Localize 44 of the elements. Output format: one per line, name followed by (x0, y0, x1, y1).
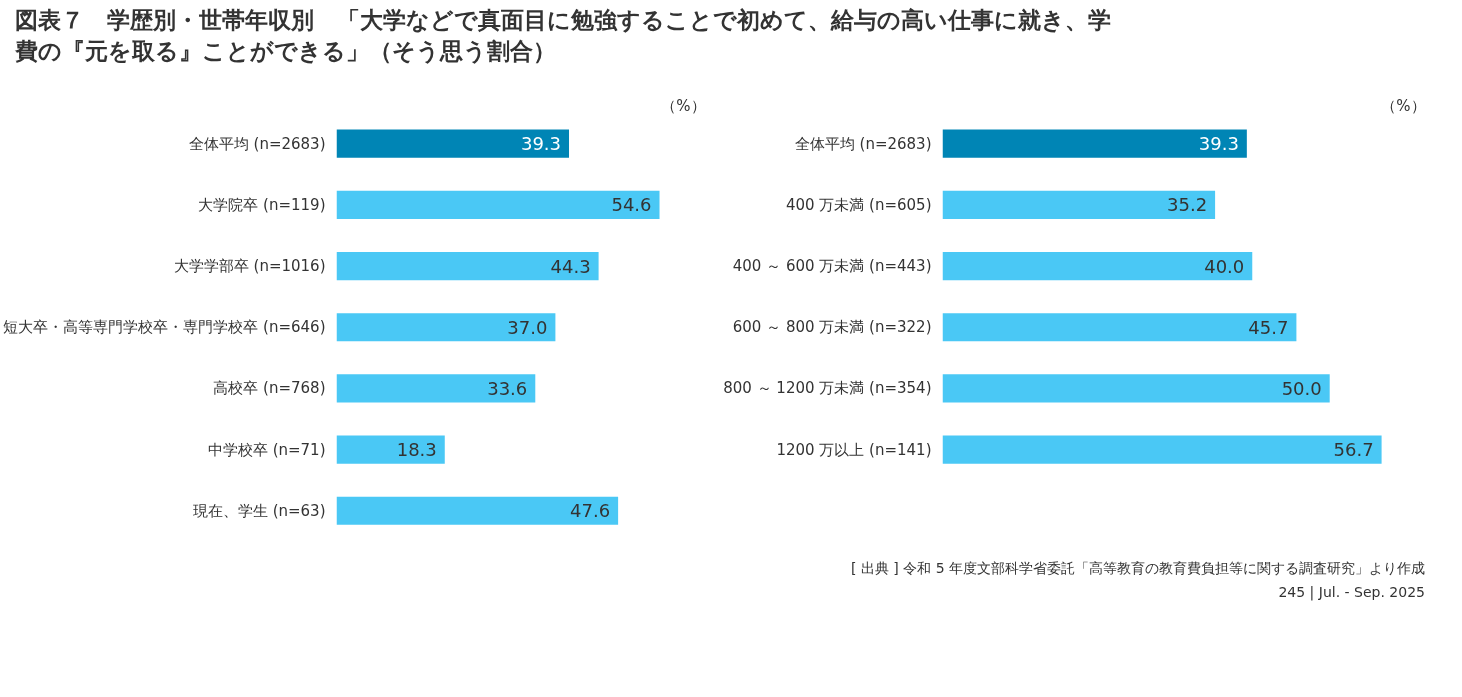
data-label: 18.3 (396, 439, 437, 461)
text: 245 | Jul. - Sep. 2025 (1278, 583, 1425, 600)
text: [ 出典 ] 令和 5 年度文部科学省委託「高等教育の教育費負担等に関する調査研究」より作成 (850, 560, 1425, 577)
chart-title: 図表７ 学歴別・世帯年収別 「大学などで真面目に勉強することで初めて、給与の高い仕事に就き、学費の『元を取る』ことができる」（そう思う割合） (14, 6, 1112, 67)
bar (336, 435, 445, 464)
data-label: 33.6 (487, 378, 528, 400)
bar (336, 129, 570, 158)
data-label: 56.7 (1333, 439, 1374, 461)
bar (336, 190, 660, 220)
data-label: 39.3 (520, 133, 562, 155)
data-label: 50.0 (1281, 378, 1322, 400)
y-tick-label: 全体平均 (n=2683) (794, 134, 932, 153)
y-tick-label: 現在、学生 (n=63) (192, 501, 326, 520)
data-label: 47.6 (570, 500, 611, 522)
y-tick-label: 1200 万以上 (n=141) (776, 440, 932, 459)
bar (942, 435, 1382, 464)
data-label: 40.0 (1204, 255, 1245, 277)
bar (942, 129, 1247, 158)
y-tick-label: 全体平均 (n=2683) (188, 134, 326, 153)
y-tick-label: 600 ～ 800 万未満 (n=322) (732, 318, 932, 337)
bar (336, 252, 599, 281)
text: （%） (661, 96, 706, 115)
data-label: 35.2 (1167, 194, 1208, 216)
y-tick-label: 大学学部卒 (n=1016) (173, 257, 326, 276)
y-tick-label: 400 ～ 600 万未満 (n=443) (732, 257, 932, 276)
bar (942, 190, 1216, 220)
bar (942, 374, 1330, 403)
bar (336, 313, 556, 342)
y-tick-label: 大学院卒 (n=119) (198, 195, 326, 214)
bar (336, 496, 619, 525)
y-tick-label: 800 ～ 1200 万未満 (n=354) (723, 379, 932, 398)
data-label: 44.3 (550, 255, 591, 277)
data-label: 54.6 (611, 194, 652, 216)
bar (942, 252, 1253, 281)
data-label: 37.0 (507, 316, 548, 338)
y-tick-label: 中学校卒 (n=71) (207, 440, 326, 459)
y-tick-label: 短大卒・高等専門学校卒・専門学校卒 (n=646) (3, 318, 326, 337)
bar (336, 374, 536, 403)
data-label: 45.7 (1248, 316, 1289, 338)
annotation: （%） (1381, 96, 1426, 115)
y-tick-label: 400 万未満 (n=605) (785, 195, 932, 214)
bar (942, 313, 1297, 342)
data-label: 39.3 (1198, 133, 1239, 155)
y-tick-label: 高校卒 (n=768) (213, 379, 326, 398)
